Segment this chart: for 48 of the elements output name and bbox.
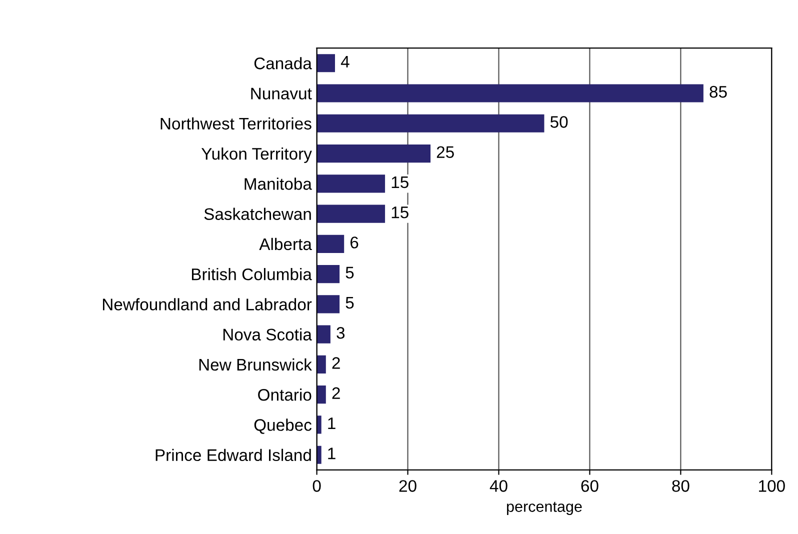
y-tick-label: British Columbia — [192, 268, 312, 280]
y-tick-label: Manitoba — [244, 178, 312, 190]
x-tick-label: 0 — [312, 480, 321, 492]
bar — [316, 265, 340, 284]
data-label: 6 — [350, 236, 358, 248]
data-label: 85 — [710, 86, 727, 98]
data-label: 5 — [346, 266, 354, 279]
x-tick-label: 40 — [490, 480, 508, 492]
bar — [316, 54, 335, 72]
y-tick-label: Alberta — [259, 238, 312, 250]
y-tick-label: Canada — [254, 57, 312, 70]
y-tick-label: Ontario — [258, 388, 312, 401]
data-label: 1 — [328, 448, 336, 460]
bar — [316, 386, 326, 404]
x-tick-label: 20 — [399, 480, 416, 492]
x-axis-title: percentage — [507, 502, 582, 515]
y-tick-label: Northwest Territories — [160, 117, 312, 130]
data-label: 5 — [346, 297, 354, 309]
y-tick-label: Nunavut — [251, 88, 312, 100]
y-tick-label: Newfoundland and Labrador — [102, 298, 312, 310]
bar — [316, 84, 704, 102]
data-label: 4 — [340, 56, 350, 68]
data-label: 2 — [332, 387, 340, 399]
y-tick-label: Saskatchewan — [204, 208, 311, 220]
data-label: 50 — [550, 116, 568, 128]
bar — [316, 204, 386, 223]
data-label: 15 — [392, 176, 408, 188]
x-tick-label: 60 — [581, 480, 598, 492]
data-label: 25 — [436, 146, 454, 158]
data-label: 2 — [332, 357, 340, 369]
bar — [316, 325, 330, 344]
data-label: 1 — [328, 418, 336, 430]
bar — [316, 114, 544, 132]
x-tick-label: 80 — [672, 480, 690, 492]
bar — [316, 295, 340, 314]
x-tick-label: 100 — [759, 480, 785, 492]
y-tick-label: Nova Scotia — [223, 328, 312, 341]
y-tick-label: Yukon Territory — [201, 147, 312, 164]
y-tick-label: New Brunswick — [199, 358, 312, 371]
bar — [316, 234, 344, 253]
data-label: 3 — [336, 326, 345, 339]
bar — [316, 144, 431, 163]
y-tick-label: Prince Edward Island — [156, 448, 311, 462]
bar — [316, 355, 326, 374]
bar — [316, 416, 322, 434]
y-tick-label: Quebec — [254, 418, 312, 434]
data-label: 15 — [392, 206, 408, 218]
bar — [316, 174, 386, 193]
